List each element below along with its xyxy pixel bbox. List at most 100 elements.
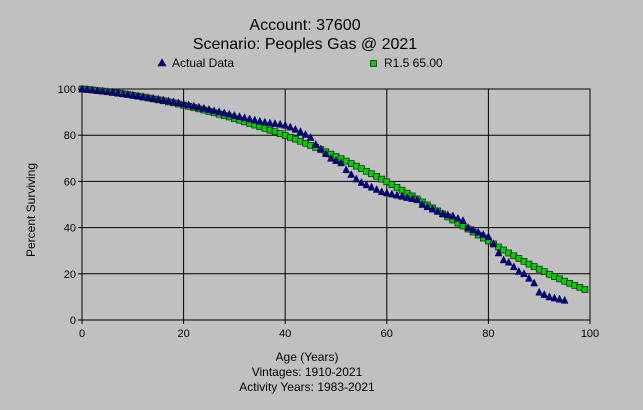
- data-point-triangle: [83, 84, 91, 93]
- data-point-triangle: [560, 295, 569, 304]
- data-point-triangle: [255, 116, 264, 125]
- data-point-triangle: [327, 153, 335, 162]
- y-tick-label: 60: [64, 176, 76, 188]
- data-point-triangle: [372, 184, 381, 193]
- data-point-triangle: [433, 206, 442, 215]
- data-point-triangle: [179, 99, 188, 108]
- data-point-triangle: [367, 182, 376, 191]
- data-point-triangle: [428, 204, 437, 213]
- data-point-triangle: [438, 209, 447, 217]
- data-point-triangle: [164, 96, 173, 105]
- data-point-triangle: [159, 95, 168, 104]
- chart-title: Account: 37600: [249, 17, 360, 34]
- y-tick-label: 40: [64, 223, 76, 235]
- data-point-triangle: [520, 269, 528, 278]
- legend: Actual Data R1.5 65.00: [157, 56, 443, 70]
- legend-label-actual-data: Actual Data: [172, 56, 234, 70]
- y-tick-label: 100: [58, 84, 76, 96]
- data-point-square: [581, 286, 589, 293]
- data-point-triangle: [342, 165, 351, 174]
- data-point-triangle: [113, 88, 122, 97]
- y-axis-ticks: 0 20 40 60 80 100: [58, 84, 82, 327]
- data-point-triangle: [413, 195, 422, 204]
- data-point-triangle: [535, 287, 544, 296]
- plot-area: [81, 88, 591, 321]
- data-point-triangle: [479, 229, 488, 238]
- x-axis-label: Age (Years): [276, 350, 339, 364]
- data-point-triangle: [509, 262, 518, 271]
- footnote-vintages: Vintages: 1910-2021: [252, 365, 363, 379]
- data-point-triangle: [240, 113, 249, 122]
- data-point-triangle: [88, 85, 97, 94]
- data-point-triangle: [321, 149, 330, 157]
- data-point-triangle: [93, 86, 102, 94]
- data-point-triangle: [316, 144, 325, 153]
- data-point-triangle: [205, 104, 213, 113]
- data-point-triangle: [245, 114, 254, 123]
- data-point-triangle: [133, 91, 142, 100]
- data-point-triangle: [555, 294, 564, 303]
- legend-label-r15: R1.5 65.00: [384, 56, 443, 70]
- x-tick-label: 60: [381, 328, 393, 340]
- data-point-triangle: [377, 187, 386, 196]
- data-point-triangle: [103, 87, 112, 96]
- data-point-triangle: [139, 92, 147, 100]
- data-point-triangle: [296, 127, 305, 135]
- x-tick-label: 80: [482, 328, 494, 340]
- y-tick-label: 0: [70, 315, 76, 327]
- data-point-triangle: [169, 97, 178, 106]
- data-point-triangle: [271, 119, 279, 127]
- data-point-triangle: [418, 199, 427, 208]
- data-point-triangle: [454, 213, 462, 222]
- y-axis-label: Percent Surviving: [24, 163, 38, 257]
- chart-subtitle: Scenario: Peoples Gas @ 2021: [193, 36, 417, 53]
- data-point-triangle: [189, 101, 198, 110]
- data-point-triangle: [260, 117, 269, 126]
- data-point-triangle: [184, 100, 193, 109]
- data-point-triangle: [469, 225, 478, 234]
- data-point-triangle: [393, 190, 401, 199]
- data-point-triangle: [215, 107, 224, 116]
- data-point-triangle: [423, 202, 432, 211]
- data-point-triangle: [78, 84, 86, 93]
- data-point-triangle: [540, 290, 549, 298]
- y-tick-label: 20: [64, 269, 76, 281]
- footnote-activity-years: Activity Years: 1983-2021: [239, 380, 375, 394]
- data-point-triangle: [474, 227, 483, 236]
- data-point-triangle: [403, 193, 412, 201]
- data-point-triangle: [443, 210, 452, 219]
- data-point-triangle: [494, 248, 503, 257]
- legend-triangle-icon: [157, 58, 167, 67]
- data-point-triangle: [235, 112, 244, 120]
- data-point-triangle: [281, 120, 290, 129]
- legend-item-r15: R1.5 65.00: [370, 56, 443, 70]
- legend-item-actual-data: Actual Data: [157, 56, 234, 70]
- data-point-triangle: [464, 223, 472, 231]
- data-point-triangle: [301, 129, 310, 138]
- x-tick-label: 20: [177, 328, 189, 340]
- data-point-triangle: [154, 94, 163, 103]
- data-point-triangle: [200, 103, 208, 112]
- data-point-triangle: [550, 293, 559, 302]
- data-point-triangle: [362, 180, 371, 189]
- data-point-triangle: [504, 257, 513, 266]
- data-point-triangle: [311, 139, 320, 148]
- data-point-triangle: [545, 292, 554, 301]
- data-point-triangle: [291, 124, 300, 133]
- data-point-triangle: [210, 106, 218, 114]
- data-point-triangle: [525, 273, 533, 282]
- data-point-triangle: [144, 92, 152, 101]
- data-point-triangle: [408, 194, 417, 202]
- data-point-triangle: [149, 93, 158, 102]
- x-axis-ticks: 0 20 40 60 80 100: [79, 320, 599, 340]
- data-point-triangle: [337, 158, 345, 167]
- data-point-triangle: [347, 169, 356, 178]
- data-point-triangle: [489, 239, 498, 248]
- data-point-triangle: [357, 177, 366, 186]
- data-point-triangle: [484, 232, 493, 241]
- data-point-triangle: [266, 118, 274, 127]
- series-actual-data: [78, 84, 569, 304]
- y-tick-label: 80: [64, 130, 76, 142]
- x-tick-label: 40: [279, 328, 291, 340]
